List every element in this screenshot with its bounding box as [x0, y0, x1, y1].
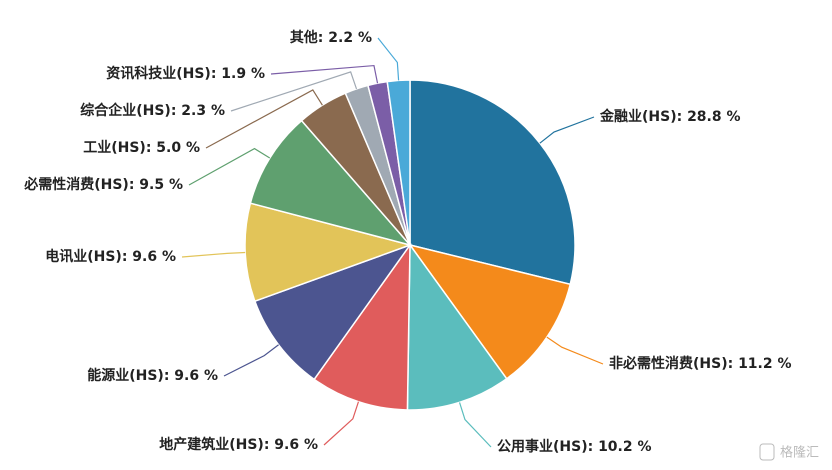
leader-line	[377, 37, 400, 81]
leader-line	[230, 71, 358, 112]
leader-line	[458, 402, 492, 448]
watermark: 格隆汇	[780, 445, 819, 461]
pie-slice	[244, 202, 413, 303]
slice-label: 必需性消费(HS): 9.5 %	[23, 176, 183, 193]
watermark-icon	[759, 443, 775, 461]
leader-line	[205, 89, 323, 149]
slice-label: 综合企业(HS): 2.3 %	[80, 102, 225, 119]
slice-label: 地产建筑业(HS): 9.6 %	[159, 436, 318, 453]
slice-label: 非必需性消费(HS): 11.2 %	[609, 355, 792, 372]
leader-line	[223, 344, 279, 377]
leader-line	[546, 336, 604, 365]
leader-line	[270, 64, 379, 84]
pie-slice	[406, 242, 508, 411]
slice-label: 资讯科技业(HS): 1.9 %	[106, 65, 265, 82]
slice-label: 公用事业(HS): 10.2 %	[497, 438, 652, 455]
slice-label: 金融业(HS): 28.8 %	[599, 108, 741, 125]
leader-line	[323, 401, 360, 446]
leader-line	[539, 116, 595, 144]
leader-line	[181, 251, 246, 258]
pie-slice	[249, 119, 413, 247]
pie-slice	[408, 243, 572, 380]
pie-slice	[409, 79, 576, 286]
leader-line	[188, 147, 271, 186]
slice-label: 工业(HS): 5.0 %	[83, 140, 200, 156]
slice-label: 其他: 2.2 %	[290, 29, 372, 46]
slice-label: 能源业(HS): 9.6 %	[87, 367, 218, 384]
slice-label: 电讯业(HS): 9.6 %	[45, 248, 176, 265]
